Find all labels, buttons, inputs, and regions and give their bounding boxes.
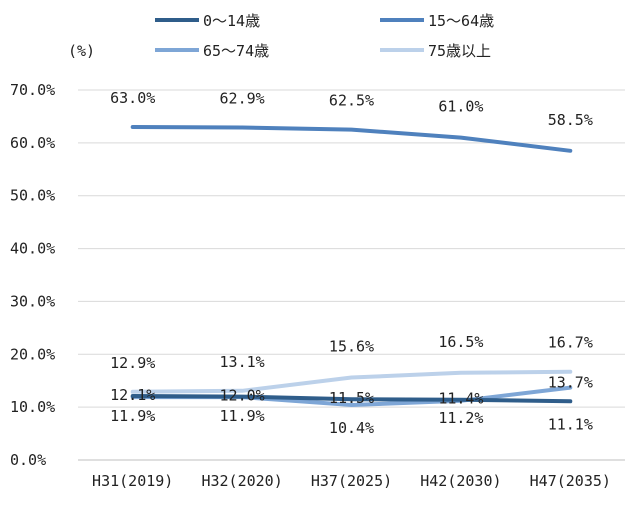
legend-label: 75歳以上 bbox=[428, 42, 491, 60]
x-tick-label: H37(2025) bbox=[311, 472, 392, 490]
data-label: 11.9% bbox=[110, 407, 155, 425]
data-labels: 12.1% 12.0% 11.5% 11.4% 11.1% 63.0% 62.9% 62.5%… bbox=[110, 89, 593, 437]
y-axis-unit-label: (%) bbox=[68, 42, 95, 60]
data-label: 62.5% bbox=[329, 92, 374, 110]
data-label: 11.5% bbox=[329, 389, 374, 407]
data-label: 11.9% bbox=[220, 407, 265, 425]
y-tick-label: 40.0% bbox=[10, 240, 55, 258]
y-tick-label: 30.0% bbox=[10, 292, 55, 310]
data-label: 13.7% bbox=[548, 374, 593, 392]
y-tick-label: 0.0% bbox=[10, 451, 46, 469]
x-tick-label: H32(2020) bbox=[201, 472, 282, 490]
data-label: 63.0% bbox=[110, 89, 155, 107]
data-label: 11.2% bbox=[438, 409, 483, 427]
series-line bbox=[130, 394, 573, 404]
series-lines bbox=[130, 125, 573, 407]
data-label: 12.0% bbox=[220, 387, 265, 405]
legend-label: 15～64歳 bbox=[428, 12, 494, 30]
data-label: 11.1% bbox=[548, 415, 593, 433]
y-tick-label: 10.0% bbox=[10, 398, 55, 416]
data-label: 15.6% bbox=[329, 338, 374, 356]
y-tick-label: 20.0% bbox=[10, 345, 55, 363]
data-label: 13.1% bbox=[220, 353, 265, 371]
data-label: 11.4% bbox=[438, 390, 483, 408]
x-tick-label: H47(2035) bbox=[530, 472, 611, 490]
data-label: 58.5% bbox=[548, 111, 593, 129]
data-label: 12.9% bbox=[110, 354, 155, 372]
y-tick-label: 50.0% bbox=[10, 187, 55, 205]
legend-label: 65～74歳 bbox=[203, 42, 269, 60]
legend-label: 0～14歳 bbox=[203, 12, 260, 30]
legend: 0～14歳 15～64歳 65～74歳 75歳以上 bbox=[155, 12, 494, 60]
y-axis-ticks: 0.0% 10.0% 20.0% 30.0% 40.0% 50.0% 60.0% 70.0% bbox=[10, 81, 55, 469]
data-label: 62.9% bbox=[220, 90, 265, 108]
data-label: 10.4% bbox=[329, 419, 374, 437]
x-axis-ticks: H31(2019) H32(2020) H37(2025) H42(2030) H47(… bbox=[92, 472, 611, 490]
data-label: 61.0% bbox=[438, 98, 483, 116]
y-tick-label: 60.0% bbox=[10, 134, 55, 152]
x-tick-label: H42(2030) bbox=[420, 472, 501, 490]
data-label: 16.7% bbox=[548, 334, 593, 352]
series-line bbox=[130, 125, 573, 153]
series-line bbox=[130, 369, 573, 394]
data-label: 12.1% bbox=[110, 386, 155, 404]
y-tick-label: 70.0% bbox=[10, 81, 55, 99]
data-label: 16.5% bbox=[438, 333, 483, 351]
gridlines bbox=[78, 89, 625, 461]
x-tick-label: H31(2019) bbox=[92, 472, 173, 490]
